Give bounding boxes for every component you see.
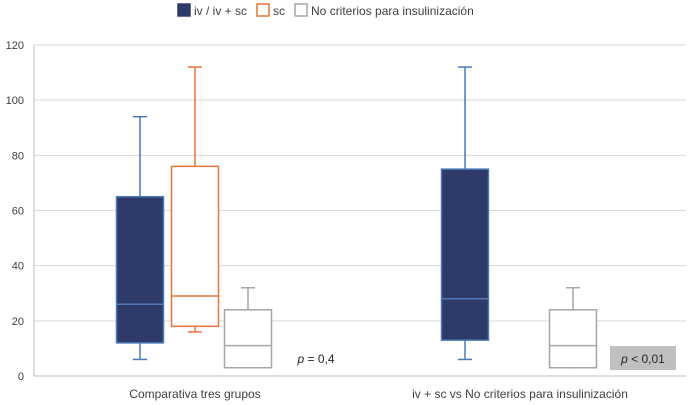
box-iqr: [170, 165, 220, 328]
p-value-highlight: [610, 346, 676, 370]
x-category-label: Comparativa tres grupos: [129, 387, 260, 401]
y-tick-label: 0: [18, 371, 24, 383]
annotations: p = 0,4 p < 0,01: [296, 346, 676, 370]
y-tick-label: 120: [6, 40, 24, 52]
legend-label: iv / iv + sc: [194, 4, 247, 18]
legend-swatch: [256, 3, 270, 17]
box-iqr: [440, 168, 490, 341]
axes: 0 20 40 60 80 100 120 Comparativa tres grupos iv…: [6, 40, 686, 401]
y-tick-label: 100: [6, 95, 24, 107]
p-value-text: < 0,01: [628, 352, 665, 366]
y-tick-label: 80: [12, 150, 24, 162]
p-value-label: p = 0,4: [296, 352, 334, 366]
legend-swatch: [177, 3, 191, 17]
p-symbol: p: [296, 352, 304, 366]
box-iqr: [548, 309, 598, 369]
y-tick-label: 20: [12, 316, 24, 328]
x-category-label: iv + sc vs No criterios para insulinizac…: [412, 387, 628, 401]
p-value-text: = 0,4: [304, 352, 335, 366]
p-value-label: p < 0,01: [620, 352, 665, 366]
legend-swatch: [294, 3, 308, 17]
y-tick-label: 40: [12, 261, 24, 273]
legend-label: No criterios para insulinización: [311, 4, 474, 18]
legend: iv / iv + sc sc No criterios para insulini…: [177, 3, 474, 18]
legend-label: sc: [273, 4, 285, 18]
box-iqr: [115, 195, 165, 344]
boxes: [115, 66, 598, 369]
box-iqr: [223, 309, 273, 369]
p-symbol: p: [620, 352, 628, 366]
y-tick-label: 60: [12, 206, 24, 218]
